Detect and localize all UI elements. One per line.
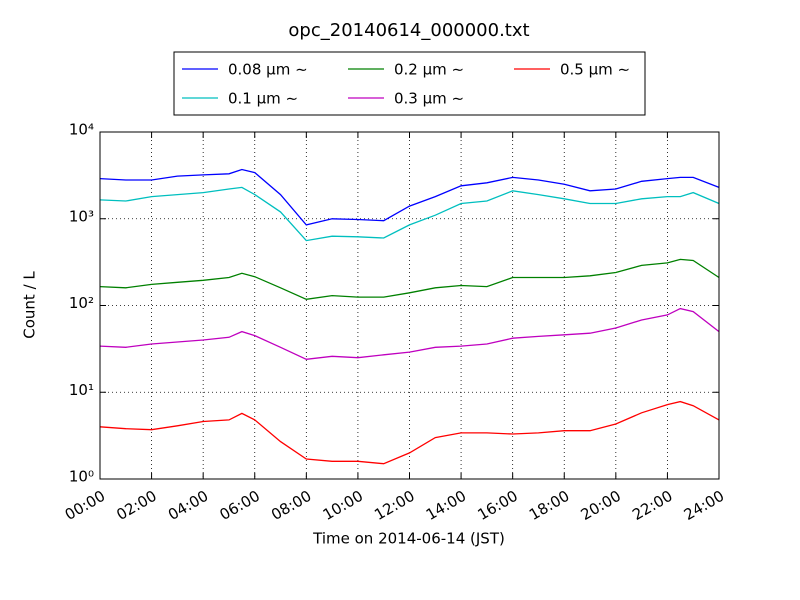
chart-title: opc_20140614_000000.txt — [288, 20, 529, 41]
plot-frame — [99, 131, 720, 480]
legend-box — [173, 51, 646, 116]
x-axis-label: Time on 2014-06-14 (JST) — [312, 530, 505, 548]
legend-label: 0.3 μm ∼ — [394, 90, 464, 108]
data-line — [99, 307, 720, 360]
legend-label: 0.5 μm ∼ — [560, 61, 630, 79]
y-axis-label: Count / L — [21, 271, 39, 339]
y-tick-label: 10³ — [69, 207, 94, 225]
data-line — [99, 168, 720, 226]
y-tick-label: 10⁴ — [69, 121, 94, 139]
data-line — [99, 186, 720, 242]
legend-label: 0.08 μm ∼ — [228, 61, 308, 79]
y-tick-label: 10⁰ — [69, 468, 94, 486]
legend-label: 0.2 μm ∼ — [394, 61, 464, 79]
y-tick-label: 10¹ — [69, 381, 94, 399]
y-tick-label: 10² — [69, 294, 94, 312]
data-line — [99, 258, 720, 300]
legend-label: 0.1 μm ∼ — [228, 90, 298, 108]
data-line — [99, 400, 720, 465]
